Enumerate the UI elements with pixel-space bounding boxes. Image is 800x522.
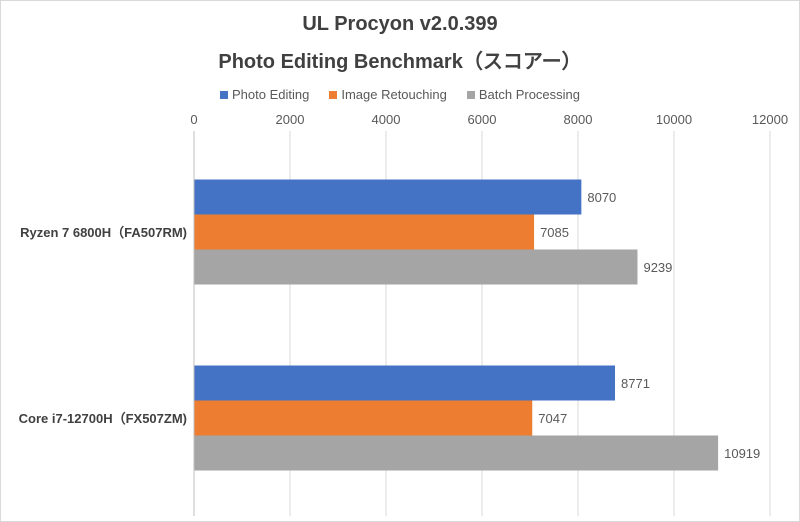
bar-1-2 — [194, 435, 719, 471]
legend-item-image-retouching: Image Retouching — [329, 87, 447, 102]
legend: Photo Editing Image Retouching Batch Pro… — [1, 87, 799, 102]
legend-label-photo-editing: Photo Editing — [231, 87, 310, 102]
x-tick-label-1: 2000 — [276, 112, 305, 127]
data-label-0-1: 7085 — [540, 225, 569, 240]
bar-1-0 — [194, 365, 616, 401]
legend-swatch-photo-editing — [219, 90, 228, 99]
chart-subtitle: Photo Editing Benchmark（スコアー） — [218, 51, 582, 73]
chart-title: UL Procyon v2.0.399 — [302, 13, 498, 35]
bar-0-2 — [194, 249, 638, 285]
legend-swatch-batch-processing — [466, 90, 475, 99]
legend-item-photo-editing: Photo Editing — [219, 87, 310, 102]
x-tick-label-3: 6000 — [468, 112, 497, 127]
bar-0-0 — [194, 179, 582, 215]
bar-0-1 — [194, 214, 535, 250]
legend-swatch-image-retouching — [329, 90, 338, 99]
x-tick-label-2: 4000 — [372, 112, 401, 127]
legend-item-batch-processing: Batch Processing — [466, 87, 581, 102]
data-label-1-2: 10919 — [724, 446, 760, 461]
data-label-1-1: 7047 — [538, 411, 567, 426]
x-tick-label-0: 0 — [190, 112, 197, 127]
legend-label-image-retouching: Image Retouching — [341, 87, 447, 102]
x-tick-label-5: 10000 — [656, 112, 692, 127]
x-tick-label-6: 12000 — [752, 112, 788, 127]
category-label-1: Core i7-12700H（FX507ZM) — [19, 411, 187, 426]
category-label-0: Ryzen 7 6800H（FA507RM) — [20, 225, 187, 240]
data-label-0-0: 8070 — [587, 190, 616, 205]
bar-1-1 — [194, 400, 533, 436]
legend-label-batch-processing: Batch Processing — [478, 87, 581, 102]
data-label-1-0: 8771 — [621, 376, 650, 391]
x-tick-label-4: 8000 — [564, 112, 593, 127]
data-label-0-2: 9239 — [643, 260, 672, 275]
